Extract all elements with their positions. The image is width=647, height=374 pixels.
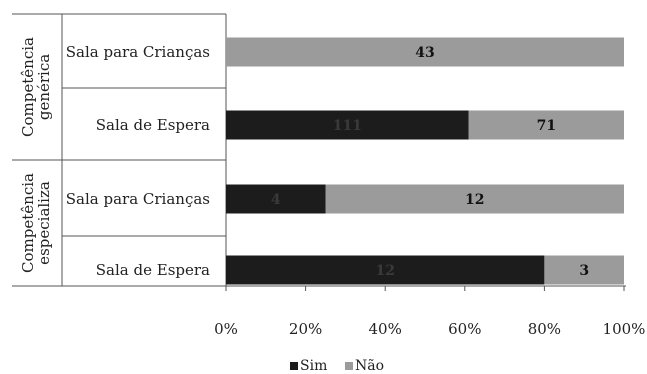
data-label: 12 xyxy=(465,192,484,208)
category-label: Sala de Espera xyxy=(96,116,210,134)
x-tick-label: 0% xyxy=(214,320,238,338)
group-label: Competênciagenérica xyxy=(19,37,53,137)
x-axis-ticks: 0% 20% 40% 60% 80% 100% xyxy=(214,286,645,338)
group-label-line: Competência xyxy=(19,37,37,137)
x-tick-label: 20% xyxy=(289,320,322,338)
group-labels: CompetênciagenéricaCompetênciaespecializ… xyxy=(19,37,53,273)
legend-label: Não xyxy=(355,358,384,374)
x-tick-label: 60% xyxy=(448,320,481,338)
group-label-line: Competência xyxy=(19,173,37,273)
data-label: 43 xyxy=(415,45,434,61)
bar-segment-não xyxy=(226,37,624,67)
x-tick-label: 40% xyxy=(369,320,402,338)
group-label-line: especializa xyxy=(35,181,53,265)
category-labels: Sala para Crianças Sala de Espera Sala par… xyxy=(66,43,210,279)
data-label: 111 xyxy=(333,118,362,134)
bar-segment-sim xyxy=(226,184,326,214)
x-tick-label: 80% xyxy=(528,320,561,338)
bar-segment-não xyxy=(325,184,624,214)
legend-swatch-sim xyxy=(290,362,298,370)
bar-segment-sim xyxy=(226,110,469,140)
bar-segment-não xyxy=(468,110,624,140)
legend: Sim Não xyxy=(290,358,384,374)
category-label: Sala para Crianças xyxy=(66,190,210,208)
category-label: Sala de Espera xyxy=(96,261,210,279)
legend-swatch-não xyxy=(345,362,353,370)
group-label: Competênciaespecializa xyxy=(19,173,53,273)
bar-segment-não xyxy=(544,255,624,285)
group-label-line: genérica xyxy=(35,54,53,120)
bar-segment-sim xyxy=(226,255,545,285)
data-label: 3 xyxy=(579,263,589,279)
category-label: Sala para Crianças xyxy=(66,43,210,61)
data-label: 4 xyxy=(271,192,281,208)
data-labels: 43 111 71 4 12 12 3 xyxy=(271,45,589,279)
bars xyxy=(226,37,624,285)
legend-label: Sim xyxy=(300,358,327,374)
x-tick-label: 100% xyxy=(603,320,646,338)
data-label: 71 xyxy=(537,118,556,134)
data-label: 12 xyxy=(375,263,394,279)
